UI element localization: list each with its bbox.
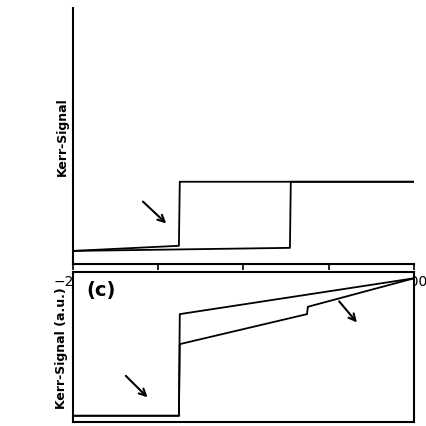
X-axis label: H (Oe): H (Oe) bbox=[215, 291, 271, 306]
Y-axis label: Kerr-Signal: Kerr-Signal bbox=[55, 97, 68, 176]
Text: (c): (c) bbox=[86, 280, 115, 299]
Y-axis label: Kerr-Signal (a.u.): Kerr-Signal (a.u.) bbox=[55, 286, 68, 408]
